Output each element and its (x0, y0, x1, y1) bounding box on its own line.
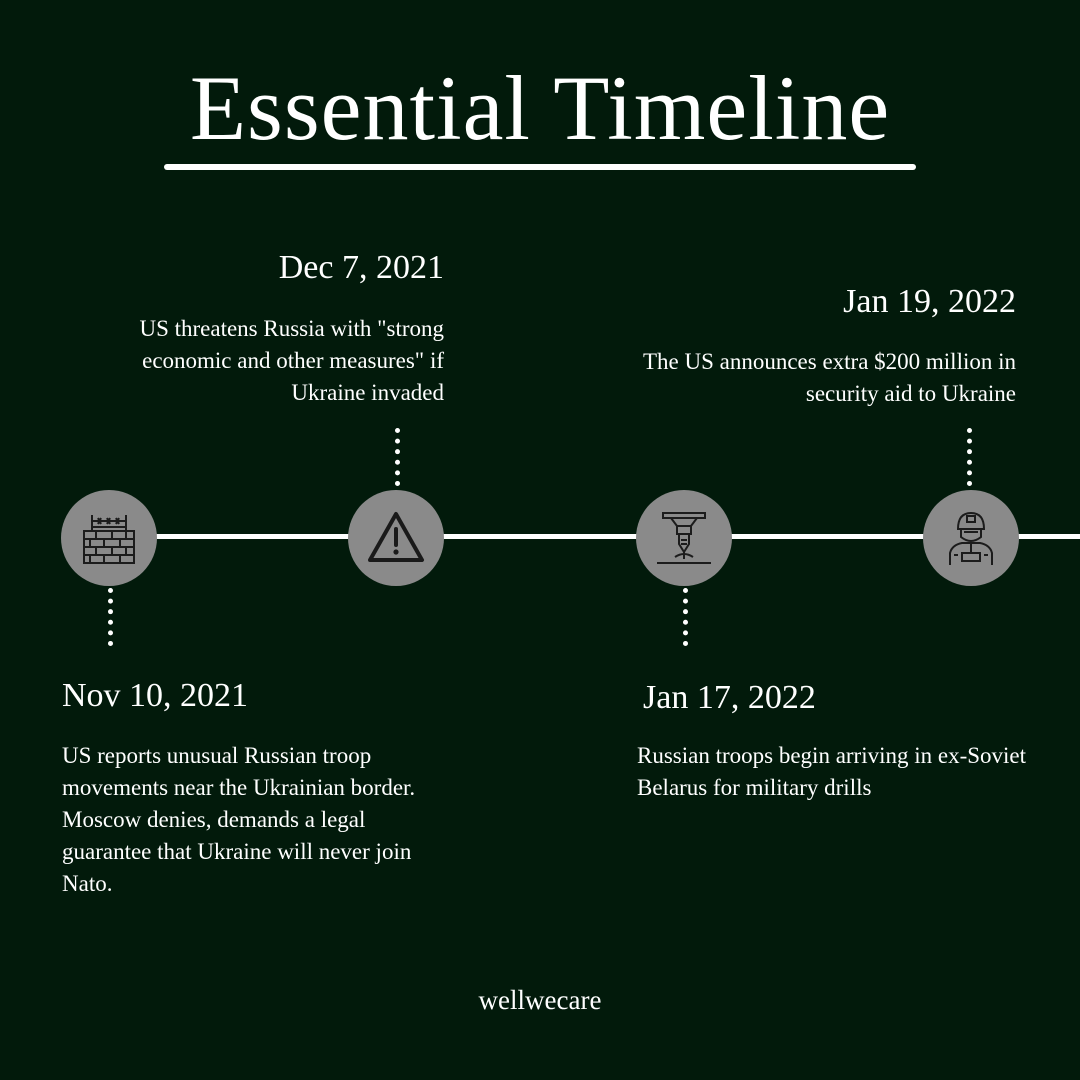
timeline-line (108, 534, 1080, 539)
event-date: Nov 10, 2021 (62, 677, 249, 714)
border-wall-icon (83, 515, 135, 564)
event-description: Russian troops begin arriving in ex-Sovi… (637, 743, 1027, 800)
event-description: US reports unusual Russian troop movemen… (62, 743, 416, 896)
event-description: The US announces extra $200 million in s… (642, 349, 1016, 406)
brand-footer: wellwecare (478, 985, 602, 1015)
timeline-node-1 (61, 490, 157, 586)
title-underline (164, 164, 916, 170)
connector-dots-1 (108, 588, 118, 646)
event-description: US threatens Russia with "strong economi… (139, 316, 444, 405)
warning-icon (368, 512, 424, 562)
event-date: Jan 17, 2022 (643, 679, 816, 716)
page-title: Essential Timeline (189, 57, 891, 159)
connector-dots-4 (967, 428, 977, 486)
connector-dots-2 (395, 428, 405, 486)
event-date: Jan 19, 2022 (843, 283, 1016, 320)
soldier-icon (949, 511, 993, 565)
timeline-node-3 (636, 490, 732, 586)
connector-dots-3 (683, 588, 693, 646)
timeline-node-2 (348, 490, 444, 586)
missile-strike-icon (657, 512, 711, 564)
event-date: Dec 7, 2021 (278, 249, 444, 286)
timeline-node-4 (923, 490, 1019, 586)
